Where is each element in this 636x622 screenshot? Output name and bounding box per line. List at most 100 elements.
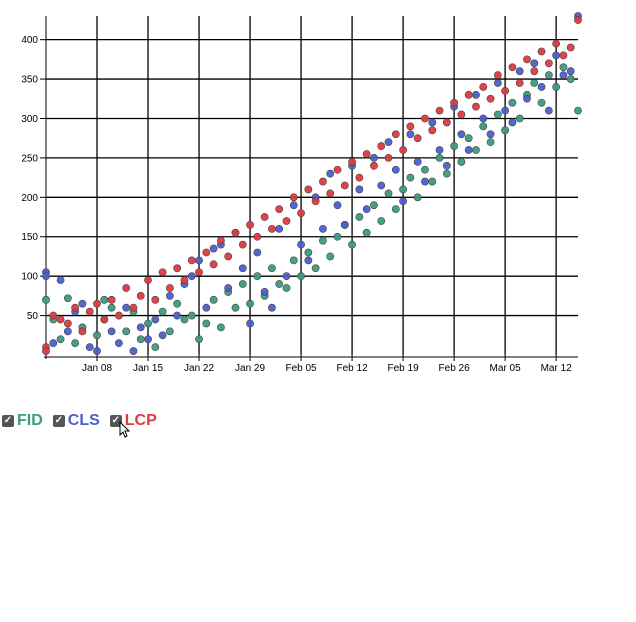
point-fid xyxy=(173,299,182,308)
checkmark-icon[interactable]: ✓ xyxy=(109,415,122,427)
point-lcp xyxy=(333,165,342,174)
x-tick-label: Mar 05 xyxy=(490,363,522,374)
point-cls xyxy=(333,201,342,210)
point-cls xyxy=(63,327,72,336)
point-lcp xyxy=(129,303,138,312)
point-cls xyxy=(362,205,371,214)
point-fid xyxy=(457,157,466,166)
point-lcp xyxy=(238,240,247,249)
point-lcp xyxy=(486,94,495,103)
y-tick-label: 300 xyxy=(21,114,38,125)
point-lcp xyxy=(136,291,145,300)
point-lcp xyxy=(180,276,189,285)
point-lcp xyxy=(559,51,568,60)
point-fid xyxy=(217,323,225,332)
y-tick-label: 400 xyxy=(21,35,38,46)
point-lcp xyxy=(209,260,218,269)
legend-item-cls[interactable]: ✓ CLS xyxy=(52,412,100,430)
point-lcp xyxy=(348,157,356,166)
point-fid xyxy=(530,79,539,87)
point-fid xyxy=(297,272,305,281)
point-lcp xyxy=(42,347,50,355)
point-fid xyxy=(406,173,415,182)
point-lcp xyxy=(515,79,524,87)
point-lcp xyxy=(574,16,582,24)
point-cls xyxy=(42,272,50,281)
point-cls xyxy=(442,161,451,170)
point-lcp xyxy=(537,47,546,56)
point-cls xyxy=(523,94,531,103)
checkmark-icon[interactable]: ✓ xyxy=(2,415,14,427)
point-lcp xyxy=(479,83,488,91)
point-cls xyxy=(319,224,327,233)
point-lcp xyxy=(275,205,284,214)
point-fid xyxy=(486,138,495,147)
point-lcp xyxy=(195,268,203,277)
point-lcp xyxy=(165,284,174,292)
point-cls xyxy=(435,146,444,154)
point-cls xyxy=(275,224,284,233)
checkmark-icon[interactable]: ✓ xyxy=(52,415,65,427)
point-fid xyxy=(122,327,131,336)
point-cls xyxy=(282,272,291,281)
point-lcp xyxy=(224,252,233,261)
point-fid xyxy=(304,248,313,257)
point-cls xyxy=(114,339,123,348)
legend-item-lcp[interactable]: ✓ LCP xyxy=(109,412,157,430)
point-cls xyxy=(472,90,480,99)
point-fid xyxy=(348,240,356,249)
point-cls xyxy=(537,83,546,91)
point-fid xyxy=(391,205,400,214)
point-fid xyxy=(165,327,174,336)
point-fid xyxy=(326,252,335,261)
point-fid xyxy=(574,106,582,115)
point-fid xyxy=(180,315,189,324)
point-fid xyxy=(158,307,167,316)
point-lcp xyxy=(85,307,94,316)
point-lcp xyxy=(450,98,459,107)
point-cls xyxy=(457,130,466,139)
point-cls xyxy=(428,118,437,127)
axes: Jan 08 Jan 15 Jan 22 Jan 29 Feb 05 Feb 12 Feb … xyxy=(21,16,578,374)
point-lcp xyxy=(399,146,407,154)
x-tick-label: Feb 12 xyxy=(337,363,369,374)
point-cls xyxy=(355,185,364,194)
point-lcp xyxy=(508,63,517,72)
point-cls xyxy=(297,240,305,249)
point-cls xyxy=(544,106,553,115)
point-cls xyxy=(530,59,539,68)
point-fid xyxy=(42,295,50,304)
point-cls xyxy=(479,114,488,123)
point-lcp xyxy=(544,59,553,68)
point-lcp xyxy=(158,268,167,277)
point-cls xyxy=(559,71,568,80)
point-cls xyxy=(209,244,218,253)
point-cls xyxy=(56,276,65,285)
legend-item-fid[interactable]: ✓ FID xyxy=(2,412,43,430)
point-cls xyxy=(136,323,145,332)
point-lcp xyxy=(304,185,313,194)
point-lcp xyxy=(173,264,182,273)
point-cls xyxy=(260,288,269,296)
point-fid xyxy=(195,335,203,344)
point-fid xyxy=(355,213,364,221)
point-cls xyxy=(158,331,167,340)
point-lcp xyxy=(406,122,415,131)
point-fid xyxy=(472,146,480,154)
point-fid xyxy=(209,295,218,304)
point-lcp xyxy=(566,43,575,52)
point-cls xyxy=(49,339,58,348)
point-lcp xyxy=(100,315,109,324)
point-fid xyxy=(399,185,407,194)
point-fid xyxy=(559,63,568,72)
point-fid xyxy=(435,154,444,162)
y-tick-label: 200 xyxy=(21,193,38,204)
point-fid xyxy=(464,134,473,143)
point-fid xyxy=(289,256,298,265)
point-fid xyxy=(56,335,65,344)
point-lcp xyxy=(107,295,116,304)
point-cls xyxy=(406,130,415,139)
point-lcp xyxy=(282,217,291,225)
point-lcp xyxy=(530,67,539,76)
y-tick-label: 350 xyxy=(21,75,38,86)
